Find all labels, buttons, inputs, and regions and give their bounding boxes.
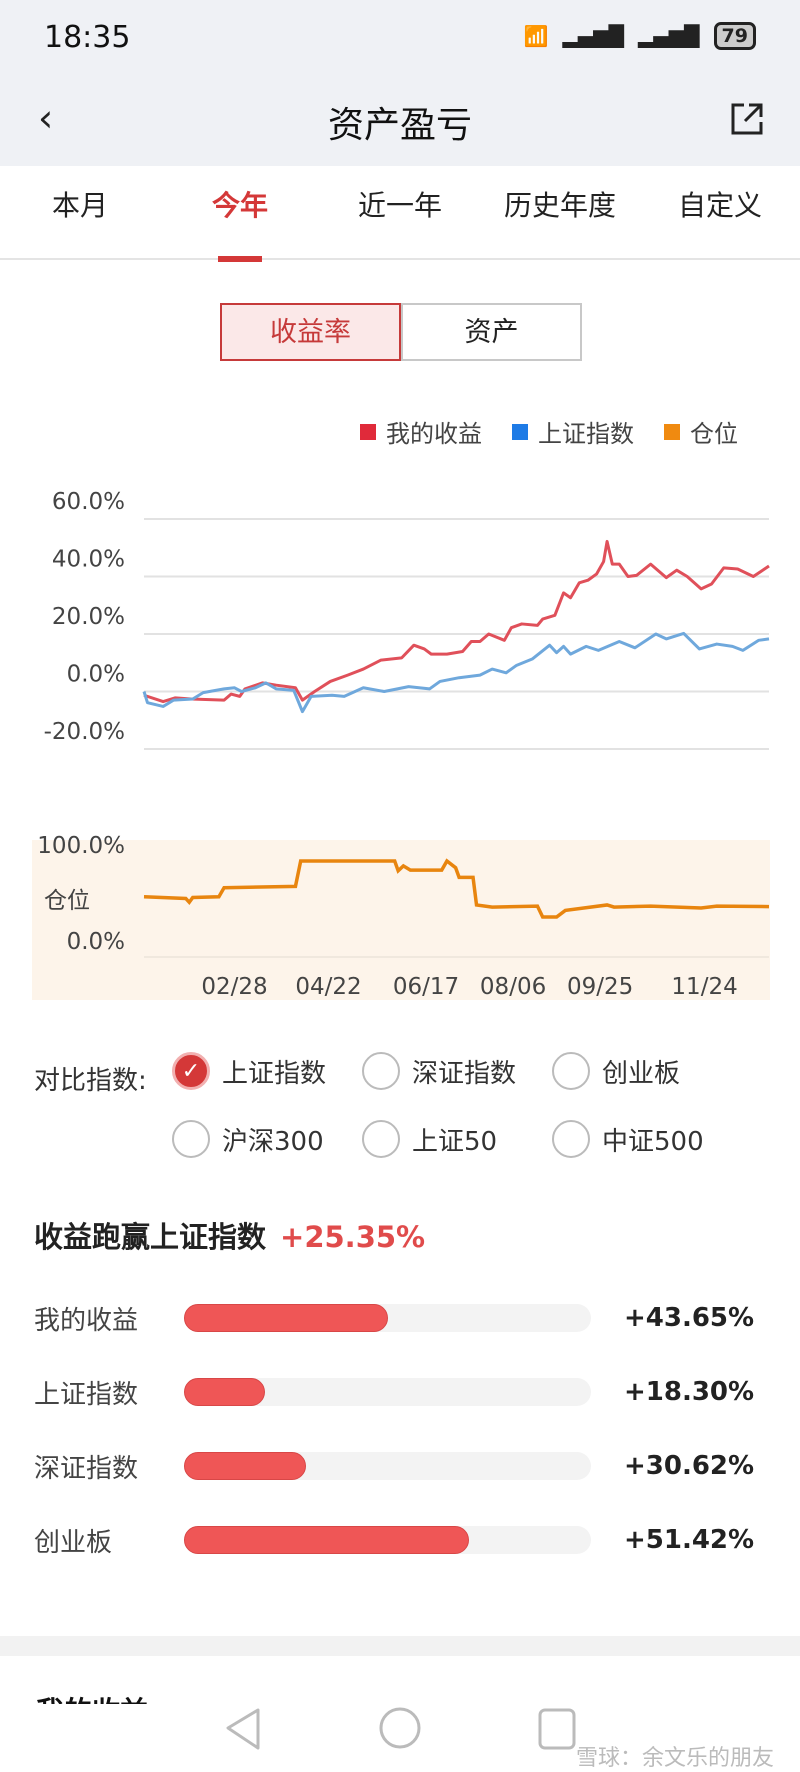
chevron-left-icon[interactable]: ‹ [38, 96, 54, 140]
comparison-row: 上证指数 +18.30% [34, 1372, 774, 1412]
y-tick-label: 0.0% [67, 662, 125, 688]
x-tick-label: 11/24 [671, 974, 737, 1000]
tab-this-month[interactable]: 本月 [51, 189, 108, 222]
sh-index-line [142, 631, 770, 714]
compare-option[interactable]: 上证50 [362, 1120, 497, 1158]
segment-assets[interactable]: 资产 [401, 303, 582, 361]
my-return-line [143, 539, 770, 704]
compare-option-label: 沪深300 [222, 1126, 324, 1157]
checked-radio-icon[interactable]: ✓ [172, 1052, 210, 1090]
row-value: +30.62% [624, 1451, 755, 1481]
segmented-control: 收益率 资产 [220, 303, 582, 361]
y-tick-label: 0.0% [67, 929, 125, 955]
legend-sh-index: 上证指数 [512, 414, 634, 449]
bar-fill [184, 1526, 469, 1554]
compare-option-label: 中证500 [602, 1126, 704, 1157]
comparison-row: 深证指数 +30.62% [34, 1446, 774, 1486]
next-section-title: 我的收益 [36, 1690, 148, 1704]
y-tick-label: 60.0% [52, 489, 125, 515]
radio-icon[interactable] [362, 1120, 400, 1158]
y-tick-label: -20.0% [44, 719, 125, 745]
signal-icon: ▂▄▆█ [562, 24, 625, 48]
x-tick-label: 06/17 [393, 974, 459, 1000]
segment-return-rate[interactable]: 收益率 [220, 303, 401, 361]
chart-legend: 我的收益 上证指数 仓位 [360, 414, 738, 449]
radio-icon[interactable] [552, 1120, 590, 1158]
section-divider [0, 1636, 800, 1656]
period-tabs: 本月 今年 近一年 历史年度 自定义 [0, 166, 800, 262]
bar-track [184, 1304, 591, 1332]
share-icon[interactable] [730, 102, 764, 136]
comparison-row: 创业板 +51.42% [34, 1520, 774, 1560]
position-line [143, 858, 770, 919]
compare-option[interactable]: 深证指数 [362, 1052, 516, 1090]
signal-icon: ▂▄▆█ [638, 24, 700, 48]
legend-my-return: 我的收益 [360, 414, 482, 449]
return-chart: 60.0% 40.0% 20.0% 0.0% -20.0% 100.0% 0.0% 仓位 02/… [32, 489, 770, 1000]
nav-recents-icon[interactable] [538, 1708, 576, 1750]
bar-fill [184, 1452, 307, 1480]
nav-back-icon[interactable] [226, 1708, 260, 1750]
battery-icon: 79 [713, 22, 756, 50]
status-time: 18:35 [44, 20, 131, 55]
row-label: 我的收益 [34, 1305, 139, 1336]
beat-title: 收益跑赢上证指数 [34, 1220, 267, 1254]
compare-option[interactable]: ✓ 上证指数 [172, 1052, 326, 1090]
page-title: 资产盈亏 [327, 105, 472, 146]
system-nav-bar [226, 1707, 576, 1750]
x-tick-label: 08/06 [480, 974, 546, 1000]
x-tick-label: 09/25 [567, 974, 633, 1000]
radio-icon[interactable] [362, 1052, 400, 1090]
radio-icon[interactable] [172, 1120, 210, 1158]
x-tick-label: 02/28 [201, 974, 267, 1000]
status-icons: 📶 ▂▄▆█ ▂▄▆█ 79 [524, 22, 756, 50]
row-label: 上证指数 [34, 1379, 139, 1410]
compare-option[interactable]: 创业板 [552, 1052, 680, 1090]
compare-option-label: 上证50 [412, 1126, 498, 1157]
beat-summary: 收益跑赢上证指数 +25.35% [34, 1214, 425, 1256]
compare-option[interactable]: 沪深300 [172, 1120, 324, 1158]
bar-track [184, 1378, 591, 1406]
row-value: +18.30% [624, 1377, 755, 1407]
compare-label: 对比指数: [34, 1066, 147, 1096]
nav-home-icon[interactable] [379, 1707, 421, 1749]
compare-option-label: 创业板 [602, 1058, 681, 1089]
bar-track [184, 1452, 591, 1480]
row-label: 创业板 [34, 1527, 113, 1558]
wifi-icon: 📶 [523, 24, 549, 48]
tab-custom[interactable]: 自定义 [677, 189, 762, 222]
watermark: 雪球：余文乐的朋友 [575, 1746, 774, 1771]
tab-last-year[interactable]: 近一年 [357, 189, 442, 222]
header-background [0, 0, 800, 166]
radio-icon[interactable] [552, 1052, 590, 1090]
comparison-row: 我的收益 +43.65% [34, 1298, 774, 1338]
bar-fill [184, 1304, 388, 1332]
y-tick-label: 20.0% [52, 604, 125, 630]
compare-option-label: 深证指数 [412, 1058, 517, 1089]
tab-history[interactable]: 历史年度 [503, 189, 616, 222]
beat-value: +25.35% [280, 1220, 426, 1254]
compare-option-label: 上证指数 [222, 1058, 327, 1089]
legend-position: 仓位 [664, 414, 738, 449]
y-tick-label: 100.0% [37, 833, 125, 859]
tab-this-year[interactable]: 今年 [160, 166, 320, 262]
position-axis-label: 仓位 [44, 888, 90, 914]
x-tick-label: 04/22 [295, 974, 361, 1000]
y-tick-label: 40.0% [52, 547, 125, 573]
row-label: 深证指数 [34, 1453, 139, 1484]
compare-option[interactable]: 中证500 [552, 1120, 704, 1158]
row-value: +51.42% [624, 1525, 755, 1555]
bar-track [184, 1526, 591, 1554]
bar-fill [184, 1378, 266, 1406]
row-value: +43.65% [624, 1303, 755, 1333]
